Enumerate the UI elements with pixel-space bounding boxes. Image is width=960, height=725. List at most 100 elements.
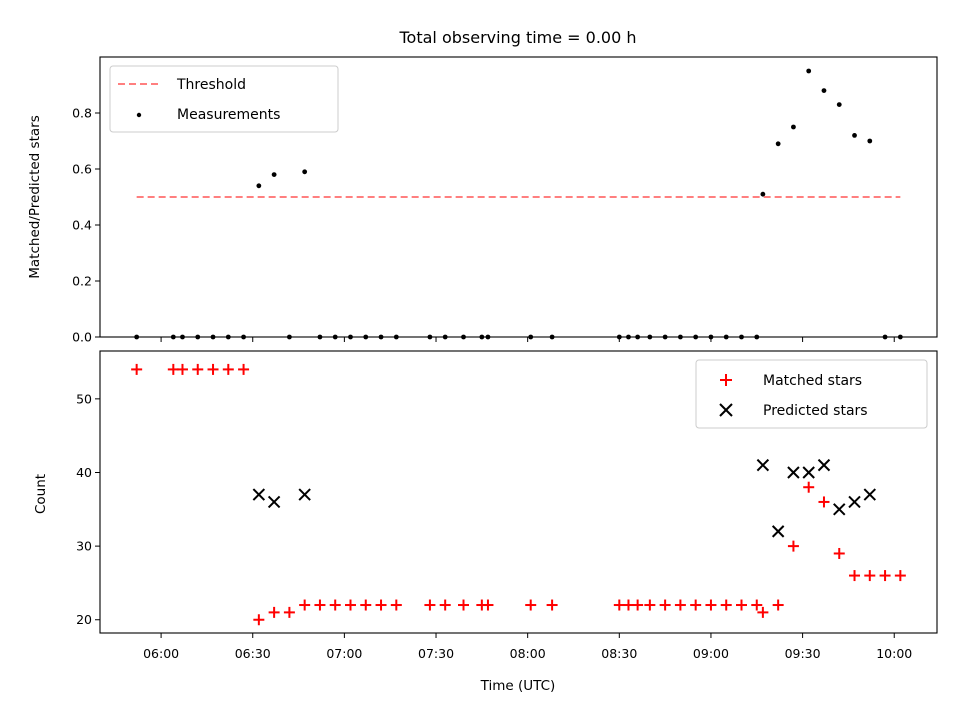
ratio-panel: Total observing time = 0.00 h 0.00.20.40… [27,28,938,345]
predicted-star-marker [863,488,877,501]
matched-star-marker [390,599,402,611]
legend-predicted-swatch-b [719,403,733,417]
matched-star-marker [360,599,372,611]
matched-star-marker [424,599,436,611]
xtick-label: 09:00 [693,646,729,661]
legend-matched-label: Matched stars [763,373,862,389]
matched-star-marker [632,599,644,611]
matched-star-marker [818,496,830,508]
legend-matched-swatch [720,374,732,386]
count-ytick-label: 50 [76,391,92,406]
matched-star-marker [546,599,558,611]
xtick-label: 10:00 [876,646,912,661]
matched-star-marker [879,570,891,582]
matched-star-marker [720,599,732,611]
matched-star-marker [772,599,784,611]
ratio-ytick-label: 0.2 [72,274,92,289]
matched-star-marker [329,599,341,611]
measurement-point [302,169,308,175]
legend-predicted-swatch [719,403,733,417]
ratio-ytick-label: 0.0 [72,330,92,345]
xtick-label: 06:00 [143,646,179,661]
matched-star-marker [482,599,494,611]
measurement-points [134,68,903,340]
xtick-label: 09:30 [785,646,821,661]
measurement-point [821,88,827,93]
count-ytick-label: 30 [76,539,92,554]
count-panel-frame [99,350,938,634]
matched-star-marker [787,540,799,552]
predicted-points [252,458,877,538]
matched-star-marker [131,363,143,375]
matched-star-marker [176,363,188,375]
matched-star-marker [207,363,219,375]
matched-star-marker [690,599,702,611]
ratio-axis-ticks: 0.0 0.2 0.4 0.6 0.8 [72,106,895,345]
measurement-point [760,191,766,197]
measurement-point [836,102,842,107]
count-legend-box [695,359,928,429]
xtick-label: 06:30 [235,646,271,661]
predicted-star-marker [252,488,266,501]
legend-measurements-label: Measurements [177,107,280,123]
measurement-point [271,172,277,178]
predicted-star-marker [771,525,785,538]
legend-threshold-label: Threshold [176,77,246,93]
ratio-ytick-label: 0.8 [72,106,92,121]
matched-star-marker [659,599,671,611]
count-axis-ticks: 20 30 40 50 06:00 06:30 07:00 07:30 08:00 08:30 09… [76,391,912,661]
count-panel: 20 30 40 50 06:00 06:30 07:00 07:30 08:00 08:30 09… [33,350,938,694]
matched-star-marker [299,599,311,611]
predicted-star-marker [756,458,770,472]
ratio-y-axis-label: Matched/Predicted stars [27,115,43,278]
chart-title: Total observing time = 0.00 h [398,28,636,47]
matched-star-marker [314,599,326,611]
predicted-star-marker [802,466,815,479]
ratio-ytick-label: 0.4 [72,218,92,233]
xtick-label: 08:30 [601,646,637,661]
measurement-point [806,68,812,74]
measurement-point [867,138,873,144]
matched-star-marker [525,599,537,611]
legend-predicted-label: Predicted stars [763,403,868,419]
predicted-star-marker [787,466,800,479]
count-ytick-label: 20 [76,612,92,627]
matched-points [131,363,906,626]
matched-star-marker [439,599,451,611]
ratio-ytick-label: 0.6 [72,162,92,177]
x-axis-label: Time (UTC) [480,678,556,694]
measurement-point [852,133,857,138]
matched-star-marker [268,606,280,618]
xtick-label: 08:00 [510,646,546,661]
predicted-star-marker [833,503,846,516]
matched-star-marker [833,547,845,559]
measurement-point [256,183,262,189]
count-legend: Matched stars Predicted stars [695,359,928,429]
matched-star-marker [458,599,470,611]
count-ytick-label: 40 [76,465,92,480]
predicted-star-marker [267,495,281,509]
matched-star-marker [735,599,747,611]
matched-star-marker [864,570,876,582]
legend-measurements-swatch [136,112,142,118]
matched-star-marker [344,599,356,611]
matched-star-marker [253,614,265,626]
count-y-axis-label: Count [33,474,49,514]
matched-star-marker [192,363,204,375]
matched-star-marker [849,570,861,582]
matched-star-marker [894,570,906,582]
matched-star-marker [375,599,387,611]
matched-star-marker [803,481,815,493]
ratio-legend: Threshold Measurements [109,65,339,133]
predicted-star-marker [298,488,311,501]
ratio-legend-box [109,65,339,133]
matched-star-marker [644,599,656,611]
predicted-star-marker [817,458,831,472]
measurement-point [791,124,796,130]
ratio-panel-frame [99,56,938,338]
xtick-label: 07:30 [418,646,454,661]
measurement-point [775,141,781,147]
matched-star-marker [674,599,686,611]
matched-star-marker [283,606,295,618]
